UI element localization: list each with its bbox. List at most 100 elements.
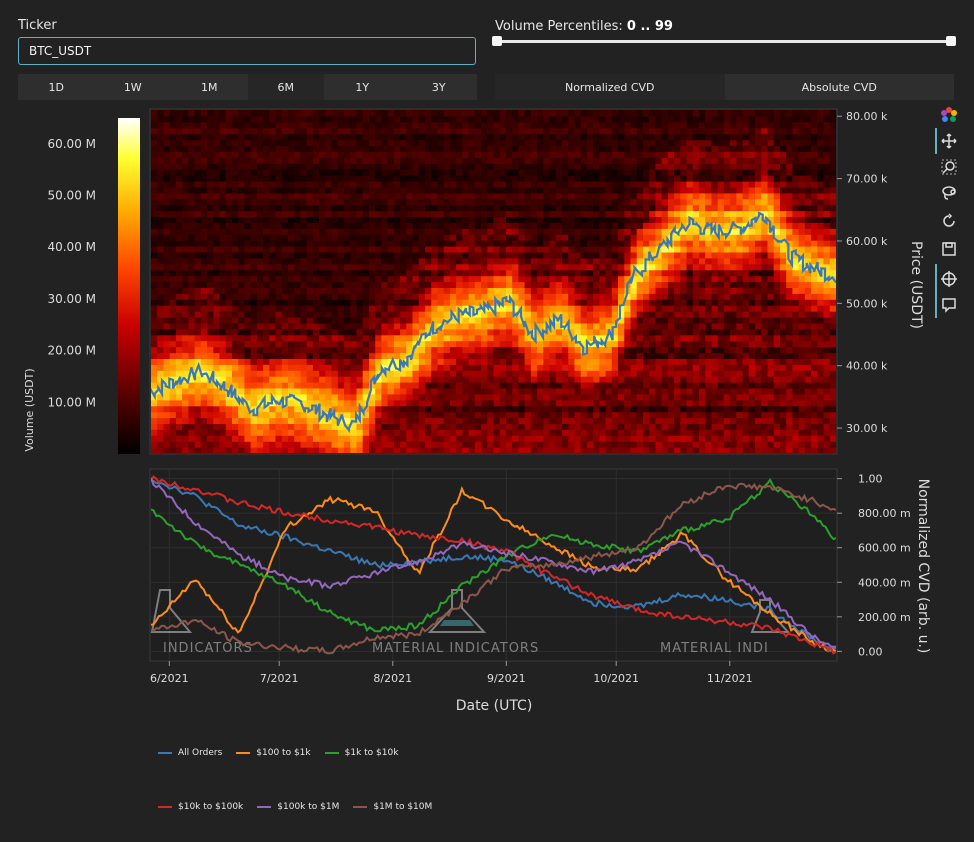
- heatmap-cell: [250, 317, 258, 324]
- heatmap-cell: [586, 251, 594, 259]
- heatmap-cell: [331, 157, 339, 164]
- tab-1y[interactable]: 1Y: [355, 80, 370, 94]
- heatmap-cell: [175, 257, 183, 265]
- heatmap-cell: [487, 234, 495, 241]
- tab-1w[interactable]: 1W: [123, 80, 142, 94]
- heatmap-cell: [499, 110, 507, 117]
- heatmap-cell: [400, 133, 407, 141]
- heatmap-cell: [163, 175, 171, 182]
- heatmap-cell: [232, 441, 239, 448]
- heatmap-cell: [319, 222, 326, 229]
- heatmap-cell: [200, 364, 208, 371]
- heatmap-cell: [449, 240, 457, 247]
- heatmap-cell: [337, 358, 345, 365]
- heatmap-cell: [219, 228, 227, 235]
- tab-3y[interactable]: 3Y: [431, 80, 446, 94]
- heatmap-cell: [512, 216, 519, 223]
- heatmap-cell: [599, 293, 607, 300]
- heatmap-cell: [674, 228, 681, 235]
- tab-1m[interactable]: 1M: [201, 80, 218, 94]
- heatmap-cell: [381, 299, 389, 306]
- heatmap-cell: [244, 240, 252, 247]
- heatmap-cell: [456, 334, 463, 342]
- heatmap-cell: [586, 121, 594, 129]
- tab-6m[interactable]: 6M: [247, 74, 324, 100]
- heatmap-cell: [331, 429, 339, 436]
- heatmap-cell: [655, 411, 663, 419]
- heatmap-cell: [331, 163, 339, 170]
- heatmap-cell: [281, 317, 289, 324]
- heatmap-cell: [256, 423, 264, 430]
- heatmap-cell: [182, 269, 189, 277]
- heatmap-cell: [643, 399, 650, 407]
- heatmap-cell: [462, 299, 470, 306]
- heatmap-cell: [487, 281, 495, 288]
- ticker-input[interactable]: [18, 37, 476, 65]
- heatmap-cell: [487, 186, 495, 194]
- heatmap-cell: [406, 387, 414, 395]
- heatmap-cell: [387, 340, 395, 348]
- slider-min-handle[interactable]: [492, 36, 502, 46]
- heatmap-cell: [474, 210, 482, 217]
- heatmap-cell: [655, 133, 663, 141]
- heatmap-cell: [586, 387, 594, 395]
- heatmap-cell: [624, 328, 632, 336]
- volume-percentiles-slider[interactable]: [497, 40, 952, 43]
- heatmap-cell: [499, 127, 507, 135]
- heatmap-cell: [586, 358, 594, 365]
- heatmap-cell: [232, 145, 239, 152]
- heatmap-cell: [456, 234, 463, 241]
- heatmap-cell: [586, 228, 594, 235]
- heatmap-cell: [337, 311, 345, 318]
- heatmap-cell: [618, 387, 625, 395]
- heatmap-cell: [530, 382, 538, 389]
- heatmap-cell: [219, 393, 227, 401]
- heatmap-cell: [387, 210, 395, 217]
- heatmap-cell: [288, 334, 295, 342]
- heatmap-cell: [437, 133, 445, 141]
- heatmap-cell: [624, 240, 632, 247]
- heatmap-cell: [331, 186, 339, 194]
- heatmap-cell: [599, 216, 607, 223]
- heatmap-cell: [530, 181, 538, 188]
- heatmap-cell: [611, 246, 619, 253]
- heatmap-cell: [649, 435, 656, 442]
- heatmap-cell: [611, 251, 619, 259]
- tab-1d[interactable]: 1D: [48, 80, 64, 94]
- heatmap-cell: [194, 305, 202, 312]
- heatmap-cell: [655, 121, 663, 129]
- heatmap-cell: [674, 429, 681, 436]
- heatmap-cell: [269, 228, 277, 235]
- heatmap-cell: [456, 186, 463, 194]
- heatmap-cell: [238, 263, 245, 271]
- heatmap-cell: [207, 115, 214, 123]
- heatmap-cell: [418, 163, 426, 170]
- heatmap-cell: [182, 346, 189, 354]
- heatmap-cell: [643, 447, 650, 453]
- heatmap-cell: [487, 287, 495, 294]
- heatmap-cell: [337, 228, 345, 235]
- heatmap-cell: [655, 257, 663, 265]
- slider-max-handle[interactable]: [946, 36, 956, 46]
- heatmap-cell: [350, 364, 358, 371]
- heatmap-cell: [163, 299, 171, 306]
- heatmap-cell: [325, 346, 333, 354]
- tab-absolute-cvd[interactable]: Absolute CVD: [724, 74, 954, 100]
- heatmap-cell: [300, 311, 308, 318]
- heatmap-cell: [263, 334, 270, 342]
- heatmap-cell: [182, 222, 189, 229]
- heatmap-cell: [387, 181, 395, 188]
- heatmap-cell: [481, 317, 488, 324]
- heatmap-cell: [468, 133, 476, 141]
- heatmap-cell: [456, 340, 463, 348]
- heatmap-cell: [356, 293, 364, 300]
- heatmap-cell: [474, 251, 482, 259]
- heatmap-cell: [630, 287, 638, 294]
- heatmap-cell: [674, 305, 681, 312]
- tab-normalized-cvd[interactable]: Normalized CVD: [495, 74, 725, 100]
- heatmap-cell: [194, 204, 202, 212]
- heatmap-cell: [499, 228, 507, 235]
- heatmap-cell: [468, 228, 476, 235]
- heatmap-cell: [232, 435, 239, 442]
- heatmap-cell: [375, 157, 382, 164]
